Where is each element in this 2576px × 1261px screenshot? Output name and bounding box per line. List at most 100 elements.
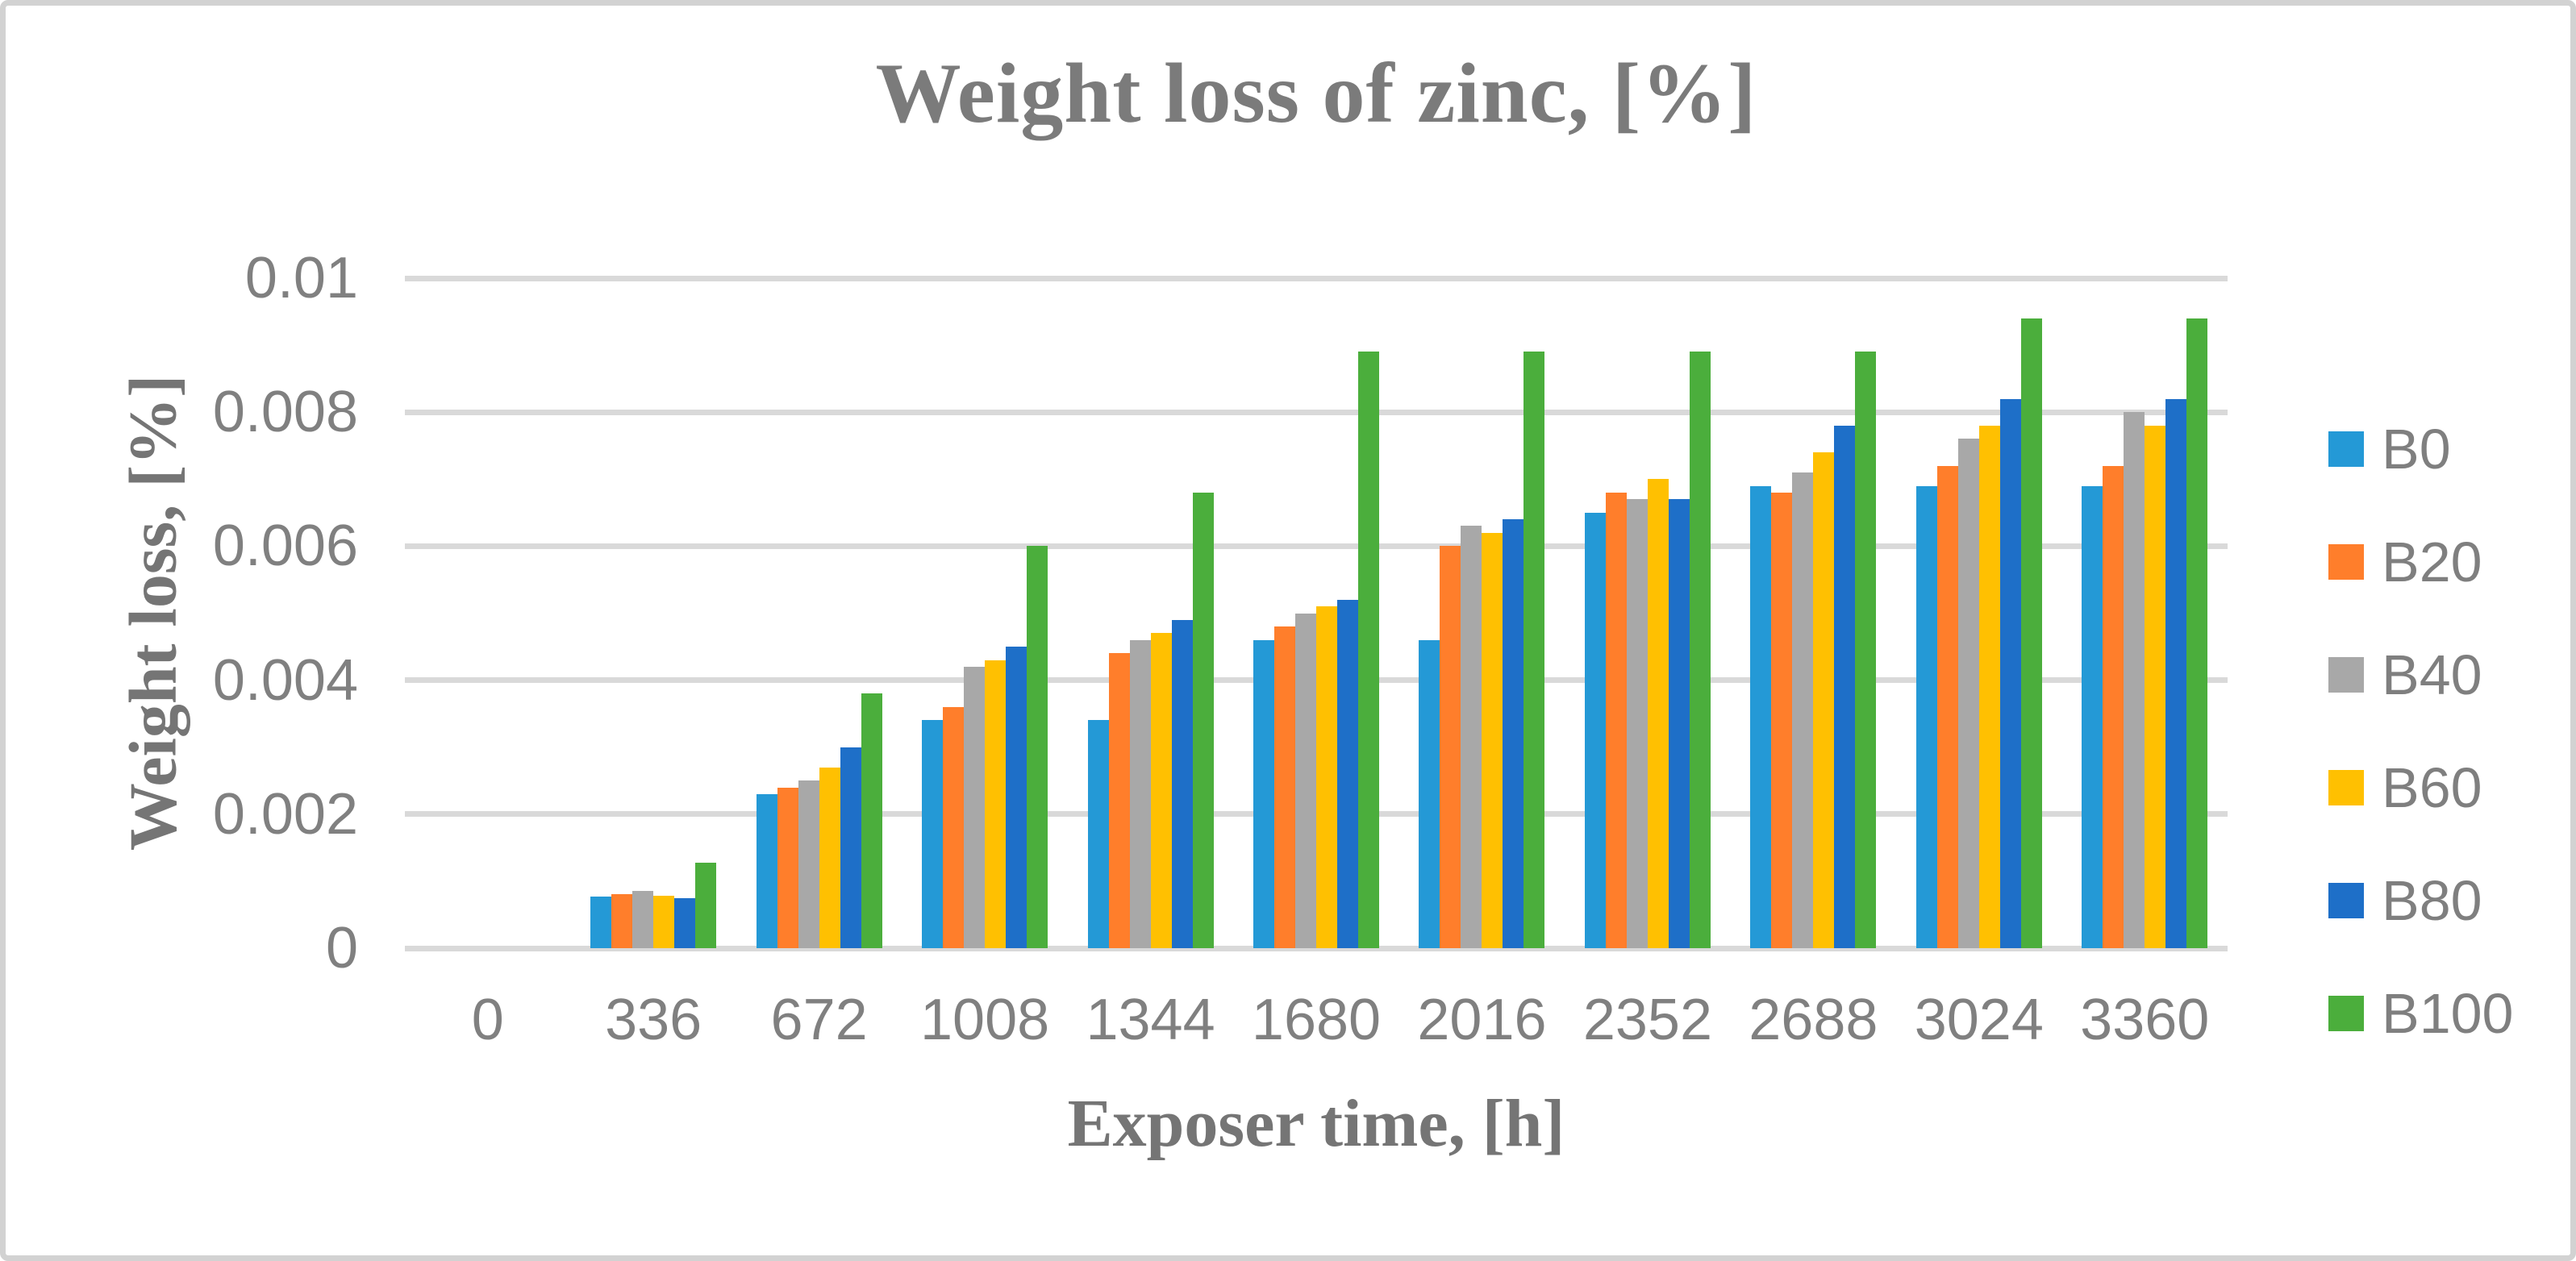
bar-B80-2688: [1834, 425, 1856, 948]
bar-B20-3360: [2103, 465, 2124, 948]
bar-B0-2688: [1750, 485, 1772, 948]
bar-B0-336: [590, 897, 612, 948]
bar-B60-1008: [985, 660, 1007, 948]
y-tick-label: 0.008: [212, 380, 358, 445]
bar-B20-1680: [1274, 626, 1295, 948]
bar-B40-1008: [964, 666, 986, 948]
bar-B100-1008: [1027, 546, 1048, 948]
y-tick-label: 0.006: [212, 514, 358, 579]
bar-B40-2352: [1626, 499, 1648, 948]
legend-swatch-B20: [2328, 544, 2364, 580]
bar-B100-336: [695, 862, 717, 948]
bar-B0-3360: [2082, 485, 2103, 948]
x-tick-label-1680: 1680: [1251, 988, 1382, 1052]
legend-swatch-B40: [2328, 657, 2364, 693]
gridline-y-0.008: [405, 409, 2228, 415]
bar-B20-1344: [1108, 653, 1130, 948]
bar-B0-1008: [922, 720, 944, 948]
y-tick-label: 0: [325, 916, 358, 980]
gridline-y-0.006: [405, 543, 2228, 549]
bar-B60-1344: [1150, 633, 1172, 948]
bar-B100-3024: [2020, 318, 2042, 948]
legend-swatch-B0: [2328, 431, 2364, 467]
bar-B80-3024: [1999, 398, 2021, 948]
legend-item-B60: B60: [2328, 760, 2513, 816]
bar-B20-2688: [1771, 492, 1793, 948]
legend-label: B0: [2382, 418, 2451, 481]
bar-B80-2016: [1503, 519, 1524, 948]
bar-B80-1344: [1171, 619, 1193, 948]
legend-item-B20: B20: [2328, 534, 2513, 590]
bar-B20-672: [777, 787, 798, 948]
y-tick-label: 0.004: [212, 647, 358, 713]
x-tick-label-2688: 2688: [1749, 988, 1878, 1052]
bar-B100-3360: [2186, 318, 2208, 948]
bar-B60-1680: [1316, 606, 1337, 948]
legend: B0 B20 B40 B60 B80 B100: [2328, 421, 2513, 1108]
gridline-y-0.01: [405, 275, 2228, 281]
x-tick-label-1344: 1344: [1086, 988, 1215, 1052]
bar-B100-2688: [1855, 352, 1877, 948]
y-tick-label: 0.002: [212, 781, 358, 847]
x-tick-label-3360: 3360: [2080, 988, 2210, 1052]
x-tick-label-1008: 1008: [919, 988, 1050, 1052]
gridline-y-0: [405, 945, 2228, 951]
bar-B20-1008: [943, 706, 965, 948]
bar-B80-336: [674, 897, 696, 948]
chart-title: Weight loss of zinc, [%]: [875, 46, 1757, 140]
bar-B20-3024: [1936, 465, 1958, 948]
legend-label: B80: [2382, 869, 2482, 932]
bar-B60-2352: [1647, 479, 1669, 948]
legend-item-B100: B100: [2328, 985, 2513, 1042]
bar-B0-3024: [1915, 485, 1937, 948]
y-axis-title: Weight loss, [%]: [115, 374, 191, 851]
plot-area: [405, 275, 2228, 951]
x-tick-label-0: 0: [471, 988, 504, 1052]
bar-B0-2352: [1584, 512, 1606, 948]
bar-B40-336: [632, 891, 654, 948]
bar-B100-2352: [1689, 352, 1711, 948]
y-tick-label: 0.01: [244, 246, 358, 310]
bar-B0-1344: [1087, 720, 1109, 948]
legend-swatch-B60: [2328, 770, 2364, 805]
bar-B20-336: [611, 893, 633, 948]
bar-B80-3360: [2165, 398, 2187, 948]
bar-B40-1344: [1129, 639, 1151, 948]
bar-B100-672: [861, 693, 882, 948]
legend-item-B0: B0: [2328, 421, 2513, 477]
bar-B60-2016: [1482, 532, 1503, 948]
legend-label: B40: [2382, 643, 2482, 706]
bar-B40-1680: [1295, 613, 1316, 948]
bar-B60-672: [819, 767, 840, 948]
bar-B40-3360: [2124, 412, 2145, 948]
bar-B40-2016: [1461, 526, 1482, 948]
x-tick-label-3024: 3024: [1914, 988, 2044, 1052]
legend-swatch-B100: [2328, 996, 2364, 1031]
bar-B100-1680: [1358, 352, 1379, 948]
legend-label: B100: [2382, 982, 2514, 1045]
bar-B80-672: [840, 747, 861, 948]
bar-B40-3024: [1957, 439, 1979, 948]
bar-B60-3360: [2145, 425, 2166, 948]
legend-item-B40: B40: [2328, 647, 2513, 703]
legend-swatch-B80: [2328, 883, 2364, 918]
bar-B20-2352: [1605, 492, 1627, 948]
bar-B80-1008: [1006, 647, 1027, 948]
legend-label: B60: [2382, 756, 2482, 819]
bar-B60-336: [653, 896, 675, 948]
bar-B80-2352: [1668, 499, 1690, 948]
bar-B0-2016: [1419, 639, 1440, 948]
bar-B80-1680: [1337, 599, 1358, 948]
bar-B100-1344: [1192, 492, 1214, 948]
x-tick-label-2016: 2016: [1417, 988, 1547, 1052]
bar-B60-2688: [1813, 452, 1835, 948]
x-tick-label-2352: 2352: [1582, 988, 1712, 1052]
bar-B100-2016: [1524, 352, 1545, 948]
bar-B60-3024: [1978, 425, 2000, 948]
x-tick-label-672: 672: [770, 988, 868, 1052]
bar-B0-1680: [1253, 639, 1274, 948]
bar-B40-672: [798, 780, 819, 948]
x-axis-title: Exposer time, [h]: [1067, 1086, 1565, 1161]
legend-item-B80: B80: [2328, 872, 2513, 929]
